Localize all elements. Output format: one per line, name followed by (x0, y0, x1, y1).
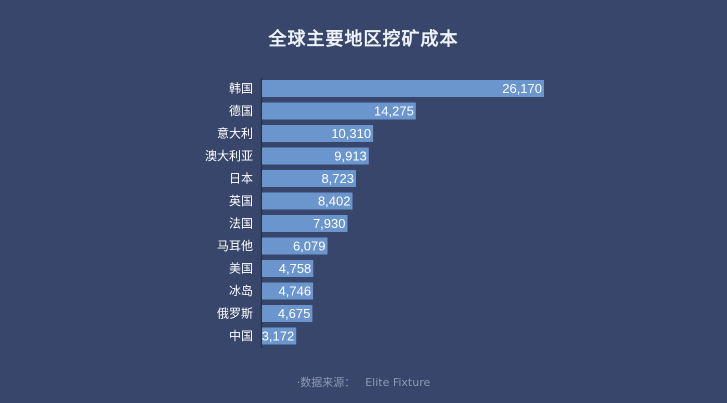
value-label: 4,675 (278, 306, 311, 321)
category-label: 俄罗斯 (217, 307, 253, 321)
bar-意大利 (262, 125, 374, 142)
source-label: ·数据来源： (296, 376, 356, 389)
category-label: 意大利 (217, 126, 253, 141)
bar-俄罗斯 (262, 305, 313, 322)
value-label: 8,723 (321, 171, 354, 186)
bar-韩国 (262, 80, 544, 97)
bar-英国 (262, 192, 353, 210)
bars-group: 韩国 26,170 德国 14,275 意大利 10,310 澳大利亚 9,913 日本 8,72… (205, 80, 544, 345)
category-label: 英国 (229, 194, 253, 208)
value-label: 26,170 (502, 81, 542, 96)
category-label: 日本 (229, 172, 253, 186)
category-label: 马耳他 (217, 239, 253, 253)
chart-title: 全球主要地区挖矿成本 (268, 29, 459, 50)
category-label: 中国 (229, 328, 253, 343)
category-label: 法国 (229, 217, 253, 231)
source-name: Elite Fixture (365, 376, 431, 389)
category-label: 美国 (229, 262, 253, 276)
category-label: 德国 (229, 103, 253, 118)
source-note: ·数据来源： Elite Fixture (0, 374, 727, 390)
value-label: 4,758 (279, 261, 312, 276)
value-label: 3,172 (262, 329, 295, 344)
bar-中国 (262, 327, 297, 345)
category-label: 冰岛 (229, 283, 253, 298)
bar-冰岛 (262, 282, 314, 300)
bar-德国 (262, 102, 416, 120)
bar-澳大利亚 (262, 147, 369, 165)
bar-美国 (262, 260, 314, 277)
value-label: 8,402 (318, 194, 351, 209)
value-label: 6,079 (293, 239, 326, 254)
bar-日本 (262, 170, 356, 187)
value-label: 14,275 (374, 104, 414, 119)
category-label: 韩国 (229, 81, 253, 96)
category-label: 澳大利亚 (205, 149, 253, 163)
value-label: 4,746 (279, 284, 312, 299)
value-label: 7,930 (313, 216, 346, 231)
bar-法国 (262, 215, 348, 232)
value-label: 9,913 (334, 149, 367, 164)
bar-马耳他 (262, 237, 328, 255)
value-label: 10,310 (331, 126, 371, 141)
